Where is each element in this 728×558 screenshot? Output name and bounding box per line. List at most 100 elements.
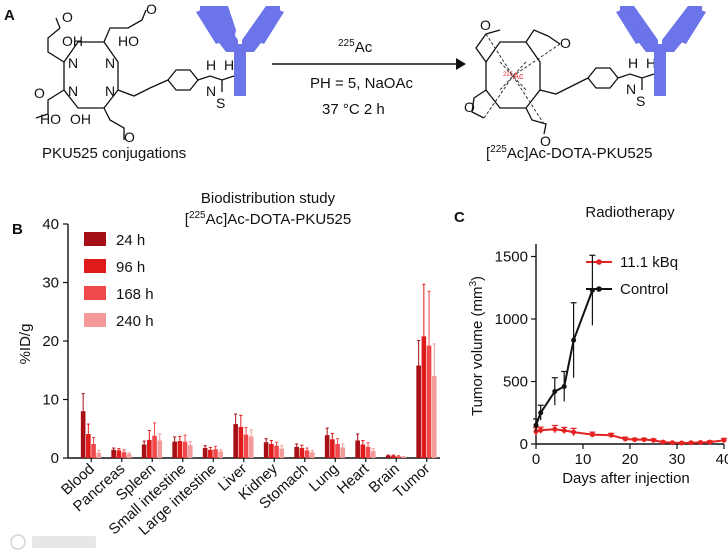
line-chart-xlabel: Days after injection: [562, 470, 690, 487]
pku525-structure: [35, 9, 235, 140]
panel-a: A O OH O HO N N N N O HO OH O: [4, 1, 706, 162]
condition-temp: 37 °C 2 h: [322, 101, 385, 118]
data-point: [571, 429, 577, 435]
bar: [324, 435, 330, 458]
data-point: [707, 439, 713, 445]
data-point: [669, 440, 675, 446]
condition-ph: PH = 5, NaOAc: [310, 75, 413, 92]
svg-text:OH: OH: [70, 111, 91, 127]
data-point: [533, 422, 539, 428]
line-y-tick-label: 0: [520, 436, 528, 453]
svg-text:O: O: [464, 99, 475, 115]
legend-swatch: [84, 232, 106, 246]
antibody-icon: [196, 6, 284, 96]
bar-chart-title: Biodistribution study: [201, 190, 336, 207]
legend-label: 11.1 kBq: [620, 254, 678, 271]
data-point: [679, 440, 685, 446]
bar: [299, 448, 305, 458]
complex-atoms: O O O O H N H S: [464, 17, 656, 149]
data-point: [632, 437, 638, 443]
svg-text:HO: HO: [40, 111, 61, 127]
panel-b-label: B: [12, 221, 23, 238]
bar: [96, 452, 102, 458]
bar: [279, 448, 285, 458]
bar: [243, 434, 249, 458]
bar: [396, 456, 401, 458]
bar: [335, 443, 340, 458]
svg-text:N: N: [626, 81, 636, 97]
legend-marker: [596, 286, 602, 292]
bar: [152, 435, 157, 458]
legend-marker: [596, 259, 602, 265]
svg-text:N: N: [105, 83, 115, 99]
svg-text:O: O: [560, 35, 571, 51]
svg-text:H: H: [646, 55, 656, 71]
svg-text:N: N: [206, 83, 216, 99]
data-point: [561, 428, 567, 433]
bar: [233, 424, 238, 458]
legend-label: Control: [620, 281, 668, 298]
series-line: [535, 289, 594, 426]
bar: [116, 450, 122, 458]
legend-swatch: [84, 286, 106, 300]
bar-y-tick-label: 40: [42, 216, 59, 233]
svg-text:HO: HO: [118, 33, 139, 49]
svg-text:H: H: [206, 57, 216, 73]
bar: [365, 446, 371, 458]
bar-category-label: Heart: [334, 460, 373, 498]
bar: [126, 453, 132, 458]
pku525-atoms: O OH O HO N N N N O HO OH O H N H S: [34, 1, 234, 145]
svg-text:O: O: [124, 129, 135, 145]
bar-y-tick-label: 0: [51, 450, 59, 467]
bar: [157, 440, 163, 458]
data-point: [589, 432, 595, 438]
reaction-arrow: [272, 58, 466, 70]
svg-text:N: N: [105, 55, 115, 71]
svg-text:H: H: [224, 57, 234, 73]
data-point: [552, 389, 558, 394]
data-point: [660, 439, 666, 445]
actinium-center: 225Ac: [503, 71, 524, 81]
bar: [238, 426, 244, 458]
data-point: [688, 440, 694, 446]
data-point: [698, 440, 703, 445]
watermark-logo: [10, 534, 96, 550]
legend-label: 168 h: [116, 286, 154, 303]
bar-category-label: Lung: [306, 460, 342, 495]
line-chart-title: Radiotherapy: [585, 204, 675, 221]
bar: [147, 439, 152, 458]
line-x-tick-label: 40: [716, 451, 728, 468]
bar: [141, 444, 147, 458]
panel-c-label: C: [454, 209, 465, 226]
line-y-tick-label: 1000: [495, 311, 528, 328]
bar: [202, 448, 208, 458]
bar: [360, 444, 366, 458]
bar: [208, 449, 213, 458]
bar: [421, 336, 427, 458]
panel-a-label: A: [4, 7, 15, 24]
bar: [182, 441, 188, 458]
svg-text:S: S: [636, 93, 645, 109]
data-point: [608, 432, 614, 438]
bar: [294, 446, 299, 458]
bar-y-tick-label: 20: [42, 333, 59, 350]
svg-text:N: N: [68, 55, 78, 71]
line-y-tick-label: 500: [503, 374, 528, 391]
bar: [309, 452, 315, 458]
bar: [426, 345, 432, 458]
data-point: [651, 437, 656, 443]
right-structure-label: [225Ac]Ac-DOTA-PKU525: [486, 144, 652, 162]
line-chart-ylabel: Tumor volume (mm3): [468, 276, 486, 416]
bar: [172, 441, 177, 458]
data-point: [561, 384, 567, 389]
line-chart-plot: 0 500 1000 1500 0 10 20 30 40 11.1 kBq Control: [495, 244, 728, 468]
legend-swatch: [84, 313, 106, 327]
bar: [263, 442, 269, 458]
svg-text:S: S: [216, 95, 225, 111]
bar: [431, 376, 437, 458]
data-point: [641, 437, 647, 443]
panel-c: C Radiotherapy Tumor volume (mm3) Days a…: [454, 204, 728, 487]
legend-swatch: [84, 259, 106, 273]
